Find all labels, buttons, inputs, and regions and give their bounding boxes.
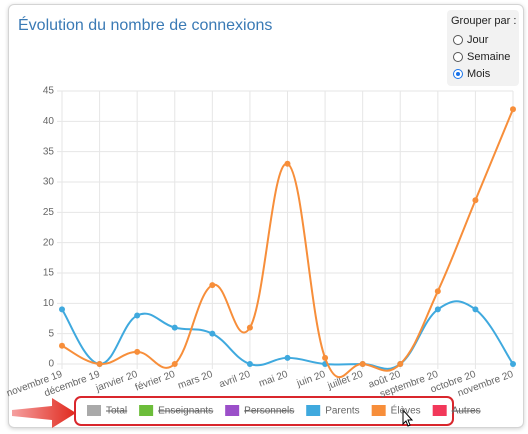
y-tick-label: 15 xyxy=(43,268,55,279)
point xyxy=(59,342,65,349)
point xyxy=(434,288,441,295)
radio[interactable] xyxy=(453,35,463,45)
legend-swatch xyxy=(139,405,154,416)
legend-swatch xyxy=(432,405,447,416)
point xyxy=(209,330,216,337)
cursor xyxy=(402,408,414,427)
point xyxy=(246,361,253,367)
point xyxy=(510,361,516,367)
x-tick-label: mars 20 xyxy=(177,369,215,392)
radio-option[interactable]: Jour xyxy=(453,34,488,46)
legend-label: Parents xyxy=(325,406,359,417)
point xyxy=(171,324,178,331)
x-tick-label: janvier 20 xyxy=(94,369,140,395)
y-tick-label: 30 xyxy=(43,177,55,188)
radio-label: Semaine xyxy=(467,51,511,63)
point xyxy=(322,354,329,361)
point xyxy=(209,282,216,289)
y-tick-label: 45 xyxy=(43,86,55,97)
point xyxy=(284,160,291,167)
legend-swatch xyxy=(225,405,240,416)
point xyxy=(59,306,65,313)
point xyxy=(134,348,141,355)
point xyxy=(284,354,291,361)
y-tick-label: 25 xyxy=(43,207,55,218)
y-tick-label: 10 xyxy=(43,298,55,309)
point xyxy=(359,361,366,367)
y-tick-label: 0 xyxy=(48,359,54,370)
legend-label: Élèves xyxy=(391,404,421,417)
point xyxy=(171,361,178,367)
group-by: Grouper par : Jour Semaine Mois xyxy=(447,10,519,86)
legend-swatch xyxy=(306,405,321,416)
radio-label: Jour xyxy=(467,34,489,46)
point xyxy=(246,324,253,331)
x-tick-label: avril 20 xyxy=(218,369,252,391)
point xyxy=(472,306,479,313)
point xyxy=(96,361,103,367)
radio[interactable] xyxy=(453,52,463,62)
y-tick-label: 5 xyxy=(48,328,54,339)
y-tick-label: 20 xyxy=(43,237,55,248)
arrow xyxy=(12,398,76,428)
x-tick-label: juin 20 xyxy=(295,369,328,390)
x-tick-label: février 20 xyxy=(134,369,177,394)
radio[interactable] xyxy=(453,69,463,79)
y-tick-label: 40 xyxy=(43,116,55,127)
y-tick-label: 35 xyxy=(43,146,55,157)
chart-title: Évolution du nombre de connexions xyxy=(18,15,272,34)
point xyxy=(434,306,441,313)
legend-swatch xyxy=(371,405,386,416)
x-tick-label: mai 20 xyxy=(257,369,289,390)
radio-option[interactable]: Semaine xyxy=(453,51,510,63)
point xyxy=(134,312,141,319)
radio-option[interactable]: Mois xyxy=(453,68,490,80)
point xyxy=(510,106,516,113)
legend-swatch xyxy=(87,405,101,416)
group-by-label: Grouper par : xyxy=(451,15,517,27)
point xyxy=(397,361,404,367)
point xyxy=(472,197,479,204)
radio-label: Mois xyxy=(467,68,491,80)
